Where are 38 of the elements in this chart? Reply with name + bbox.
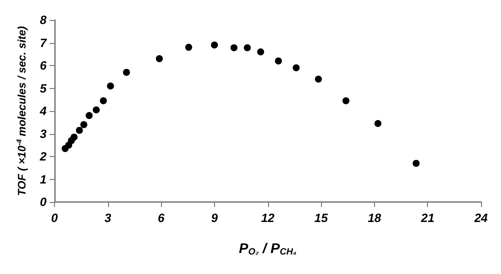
x-tick-label: 18 xyxy=(368,211,382,225)
x-tick-label: 15 xyxy=(314,211,328,225)
y-tick-label: 7 xyxy=(40,36,48,50)
point xyxy=(80,121,88,128)
point xyxy=(86,112,93,120)
point xyxy=(274,57,282,64)
point xyxy=(257,48,264,56)
x-tick-label: 24 xyxy=(473,211,488,225)
x-tick-label: 9 xyxy=(211,211,218,225)
point xyxy=(122,68,130,76)
y-tick-label: 3 xyxy=(40,126,47,141)
point xyxy=(156,55,163,62)
point xyxy=(185,44,192,51)
point xyxy=(210,42,218,49)
x-tick-label: 0 xyxy=(51,211,58,225)
point xyxy=(374,120,382,128)
point xyxy=(106,82,114,90)
point xyxy=(244,44,251,52)
point xyxy=(230,44,238,52)
y-tick-label: 8 xyxy=(40,13,47,27)
x-tick-label: 3 xyxy=(104,211,112,225)
point xyxy=(100,97,107,104)
point xyxy=(76,126,83,134)
y-tick-label: 0 xyxy=(40,195,47,209)
x-tick-label: 21 xyxy=(420,211,435,225)
point xyxy=(412,160,420,167)
x-tick-label: 12 xyxy=(261,211,275,225)
y-tick-label: 2 xyxy=(38,150,47,164)
point xyxy=(292,64,300,72)
y-tick-label: 4 xyxy=(38,104,47,118)
point xyxy=(92,106,100,114)
point xyxy=(70,134,78,141)
y-tick-label: 5 xyxy=(40,81,47,96)
point xyxy=(314,76,322,83)
x-tick-label: 6 xyxy=(158,211,165,225)
y-tick-label: 1 xyxy=(40,172,47,186)
point xyxy=(342,97,350,104)
y-tick-label: 6 xyxy=(40,58,47,72)
